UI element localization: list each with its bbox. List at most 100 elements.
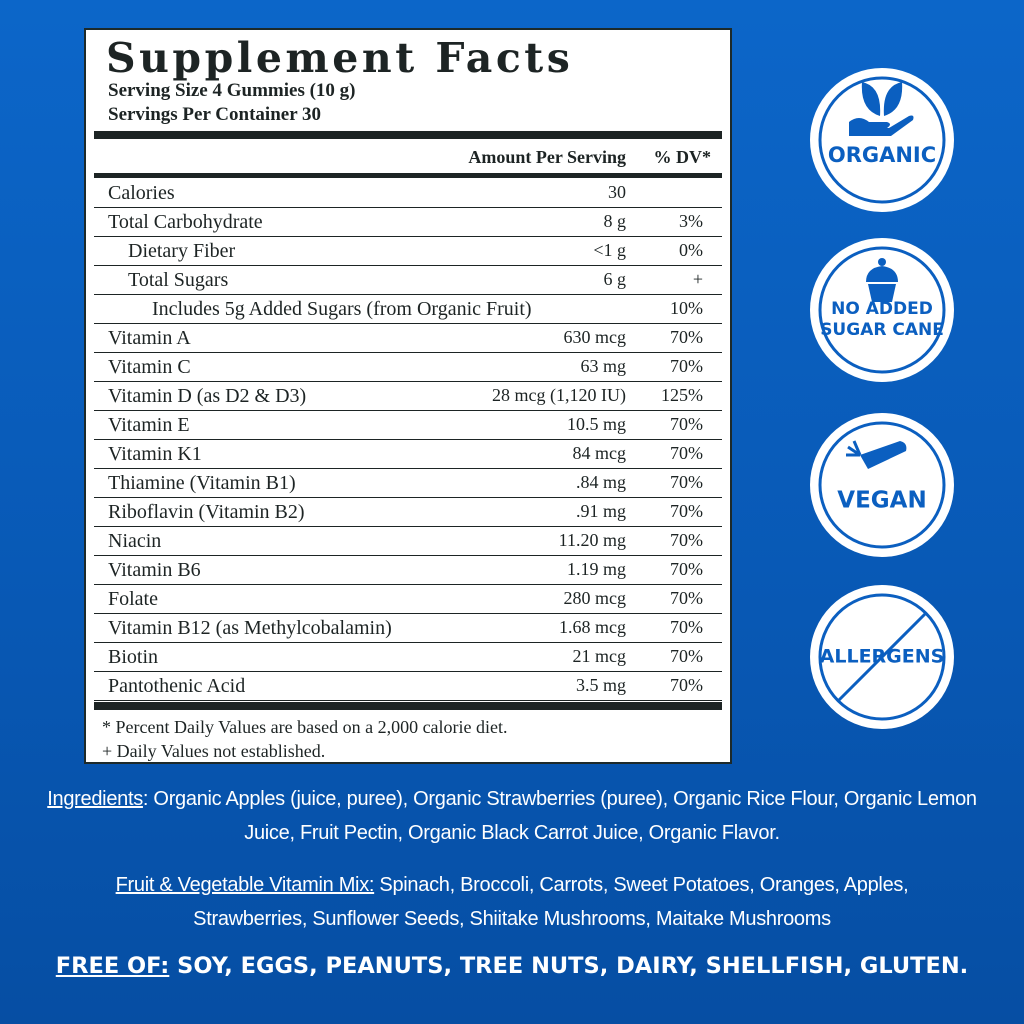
nutrient-amount: 30 [608, 182, 626, 202]
facts-row: Vitamin B6 1.19 mg 70% [94, 555, 722, 585]
nutrient-name: Vitamin E [108, 414, 190, 436]
nutrient-amount: .91 mg [575, 501, 626, 521]
nutrient-amount: 3.5 mg [575, 675, 626, 695]
free-of: FREE OF: SOY, EGGS, PEANUTS, TREE NUTS, … [0, 953, 1024, 979]
nutrient-amount: <1 g [593, 240, 626, 260]
nutrient-amount: 1.19 mg [566, 559, 626, 579]
nutrient-name: Vitamin C [108, 356, 191, 378]
facts-row: Calories 30 [94, 178, 722, 208]
facts-row: Vitamin B12 (as Methylcobalamin) 1.68 mcg… [94, 613, 722, 643]
nutrient-name: Vitamin K1 [108, 443, 202, 465]
nutrient-name: Folate [108, 588, 158, 610]
nutrient-dv: 0% [679, 240, 703, 260]
nutrient-name: Calories [108, 182, 175, 204]
facts-row: Includes 5g Added Sugars (from Organic F… [94, 294, 722, 324]
nutrient-name: Riboflavin (Vitamin B2) [108, 501, 305, 523]
nutrient-amount: 6 g [603, 269, 627, 289]
nutrient-amount: .84 mg [575, 472, 626, 492]
nutrient-name: Niacin [108, 530, 162, 552]
facts-row: Vitamin D (as D2 & D3) 28 mcg (1,120 IU) 1… [94, 381, 722, 411]
nutrient-dv: 70% [670, 588, 703, 608]
nutrient-name: Vitamin B12 (as Methylcobalamin) [108, 617, 392, 639]
nutrient-dv: 70% [670, 559, 703, 579]
facts-row: Biotin 21 mcg 70% [94, 642, 722, 672]
nutrient-name: Dietary Fiber [128, 240, 236, 262]
ingredients-label: Ingredients [47, 788, 143, 810]
nutrient-dv: 125% [661, 385, 703, 405]
servings-per-container: Servings Per Container 30 [108, 104, 322, 125]
vitamin-mix-text: Spinach, Broccoli, Carrots, Sweet Potato… [193, 874, 909, 930]
nutrient-amount: 280 mcg [563, 588, 627, 608]
nutrient-amount: 630 mcg [563, 327, 627, 347]
nutrient-amount: 1.68 mcg [559, 617, 626, 637]
rule [94, 173, 722, 178]
nutrient-name: Vitamin B6 [108, 559, 201, 581]
nutrient-dv: 70% [670, 327, 703, 347]
footnote: + Daily Values not established. [102, 741, 326, 761]
facts-row: Folate 280 mcg 70% [94, 584, 722, 614]
badge-text: NO ADDED [831, 299, 933, 319]
nutrient-amount: 28 mcg (1,120 IU) [492, 385, 626, 405]
ingredients: Ingredients: Organic Apples (juice, pure… [20, 782, 1004, 850]
serving-size: Serving Size 4 Gummies (10 g) [108, 80, 356, 101]
nutrient-dv: 70% [670, 501, 703, 521]
sugar-badge: NO ADDED SUGAR CANE [810, 238, 954, 382]
allergens-badge: ALLERGENS [810, 585, 954, 729]
nutrient-name: Thiamine (Vitamin B1) [108, 472, 296, 494]
footnote: * Percent Daily Values are based on a 2,… [102, 717, 508, 737]
nutrient-name: Pantothenic Acid [108, 675, 246, 697]
nutrient-name: Biotin [108, 646, 159, 668]
header-dv: % DV* [653, 147, 712, 167]
nutrient-amount: 84 mcg [572, 443, 627, 463]
nutrient-dv: 70% [670, 646, 703, 666]
nutrient-name: Total Sugars [128, 269, 229, 291]
nutrient-name: Vitamin D (as D2 & D3) [108, 385, 307, 407]
nutrient-dv: + [692, 269, 703, 289]
free-of-text: SOY, EGGS, PEANUTS, TREE NUTS, DAIRY, SH… [169, 953, 969, 979]
supplement-facts: Supplement Facts Serving Size 4 Gummies … [84, 28, 732, 764]
facts-row: Dietary Fiber <1 g 0% [94, 236, 722, 266]
nutrient-amount: 63 mg [580, 356, 626, 376]
badge-text: VEGAN [837, 488, 926, 514]
nutrient-amount: 8 g [603, 211, 627, 231]
facts-row: Vitamin E 10.5 mg 70% [94, 410, 722, 440]
facts-title: Supplement Facts [106, 34, 574, 82]
badge-text: SUGAR CANE [820, 320, 944, 340]
free-of-label: FREE OF: [55, 953, 170, 979]
nutrient-dv: 70% [670, 617, 703, 637]
vitamin-mix: Fruit & Vegetable Vitamin Mix: Spinach, … [80, 868, 944, 936]
badge-text: ORGANIC [828, 143, 936, 167]
facts-row: Vitamin C 63 mg 70% [94, 352, 722, 382]
nutrient-dv: 3% [679, 211, 703, 231]
nutrient-dv: 70% [670, 675, 703, 695]
facts-row: Niacin 11.20 mg 70% [94, 526, 722, 556]
vegan-badge: VEGAN [810, 413, 954, 557]
facts-row: Thiamine (Vitamin B1) .84 mg 70% [94, 468, 722, 498]
facts-row: Total Sugars 6 g + [94, 265, 722, 295]
facts-row: Pantothenic Acid 3.5 mg 70% [94, 671, 722, 701]
nutrient-amount: 21 mcg [572, 646, 627, 666]
nutrient-dv: 10% [670, 298, 703, 318]
facts-row: Vitamin K1 84 mcg 70% [94, 439, 722, 469]
nutrient-dv: 70% [670, 356, 703, 376]
facts-row: Total Carbohydrate 8 g 3% [94, 207, 722, 237]
facts-row: Riboflavin (Vitamin B2) .91 mg 70% [94, 497, 722, 527]
nutrient-dv: 70% [670, 414, 703, 434]
badges: ORGANIC NO ADDED SUGAR CANE VEGAN ALLERG… [810, 68, 954, 729]
ingredients-text: : Organic Apples (juice, puree), Organic… [142, 788, 977, 844]
organic-badge: ORGANIC [810, 68, 954, 212]
nutrient-name: Includes 5g Added Sugars (from Organic F… [152, 298, 532, 320]
badge-text: ALLERGENS [820, 646, 945, 668]
header-amount: Amount Per Serving [468, 147, 626, 167]
nutrient-amount: 11.20 mg [558, 530, 626, 550]
rule [94, 702, 722, 710]
nutrient-dv: 70% [670, 443, 703, 463]
nutrient-dv: 70% [670, 472, 703, 492]
vitamin-mix-label: Fruit & Vegetable Vitamin Mix: [115, 874, 375, 896]
nutrient-name: Total Carbohydrate [108, 211, 263, 233]
nutrient-name: Vitamin A [108, 327, 191, 349]
nutrient-amount: 10.5 mg [566, 414, 626, 434]
rule [94, 131, 722, 139]
facts-row: Vitamin A 630 mcg 70% [94, 323, 722, 353]
